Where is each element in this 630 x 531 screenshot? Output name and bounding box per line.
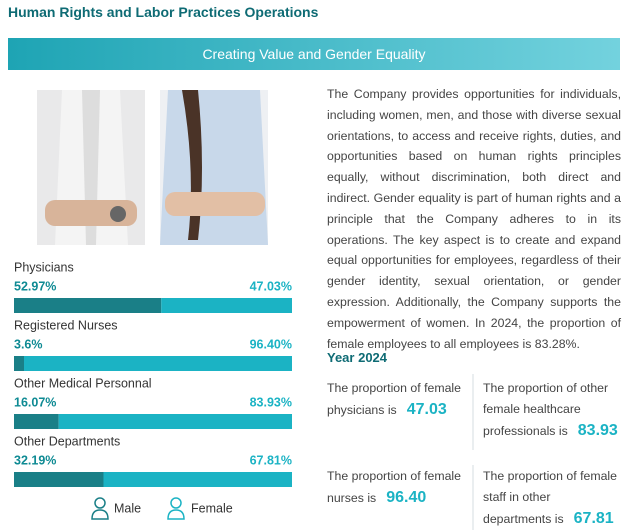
female-bar — [103, 472, 293, 487]
stat-value: 67.81 — [573, 510, 614, 527]
icon-head — [170, 497, 182, 509]
row-label: Registered Nurses — [14, 318, 118, 332]
page-title: Human Rights and Labor Practices Operati… — [8, 4, 319, 20]
photo-male — [37, 90, 145, 245]
stat-value: 83.93 — [577, 422, 618, 439]
male-bar — [14, 298, 162, 313]
stat-text: The proportion of female nurses is — [327, 469, 461, 505]
female-value-label: 96.40% — [250, 337, 292, 351]
stat-cell: The proportion of other female healthcar… — [483, 378, 618, 442]
stat-text: The proportion of female staff in other … — [483, 469, 617, 526]
female-value-label: 67.81% — [250, 453, 292, 467]
male-value-label: 52.97% — [14, 279, 56, 293]
female-bar — [58, 414, 293, 429]
photo-female — [160, 90, 268, 245]
female-bar — [24, 356, 293, 371]
legend-label: Male — [114, 501, 141, 515]
male-bar — [14, 356, 25, 371]
male-value-label: 3.6% — [14, 337, 43, 351]
stat-cell: The proportion of female nurses is 96.40 — [327, 466, 467, 509]
stat-value: 47.03 — [406, 401, 447, 418]
stat-dividers — [472, 374, 474, 530]
stat-cell: The proportion of female staff in other … — [483, 466, 618, 530]
icon-body — [167, 509, 185, 520]
legend-icon — [91, 497, 109, 520]
stat-cell: The proportion of female physicians is 47… — [327, 378, 467, 421]
row-label: Physicians — [14, 260, 74, 274]
row-label: Other Departments — [14, 434, 120, 448]
stat-text: The proportion of female physicians is — [327, 381, 461, 417]
body-paragraph: The Company provides opportunities for i… — [327, 87, 621, 351]
legend-label: Female — [191, 501, 233, 515]
male-bar — [14, 472, 104, 487]
legend-icon — [167, 497, 185, 520]
stat-text: The proportion of other female healthcar… — [483, 381, 609, 438]
male-value-label: 32.19% — [14, 453, 56, 467]
section-heading: Year 2024 — [327, 350, 388, 365]
male-bar — [14, 414, 59, 429]
row-label: Other Medical Personnal — [14, 376, 152, 390]
male-value-label: 16.07% — [14, 395, 56, 409]
female-value-label: 83.93% — [250, 395, 292, 409]
female-value-label: 47.03% — [250, 279, 292, 293]
left-panel: Physicians 52.97% 47.03% Registered Nurses 3… — [14, 90, 293, 520]
female-bar — [161, 298, 292, 313]
icon-body — [91, 509, 109, 520]
icon-head — [94, 497, 106, 509]
banner: Creating Value and Gender Equality — [8, 38, 620, 70]
stat-value: 96.40 — [386, 489, 427, 506]
